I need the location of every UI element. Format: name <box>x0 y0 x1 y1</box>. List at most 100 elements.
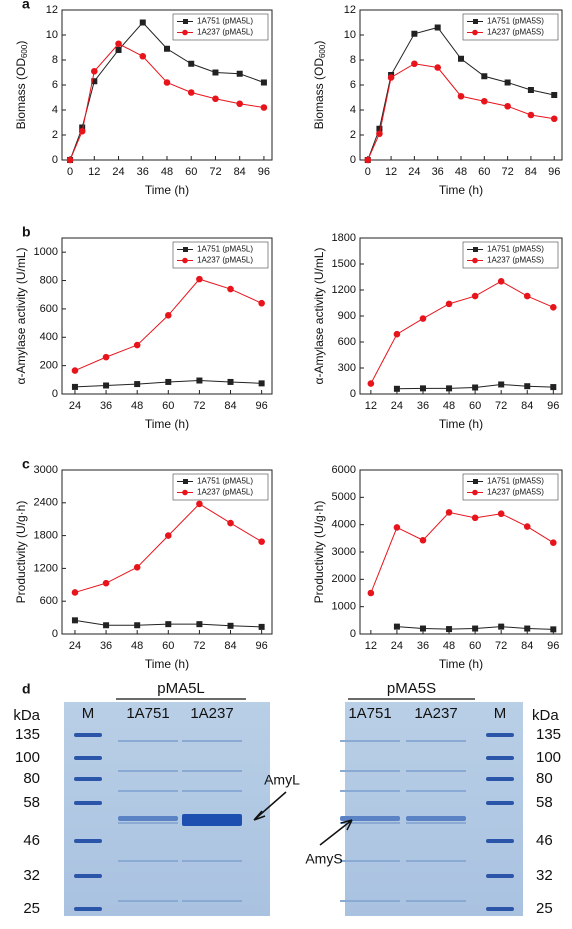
y-tick-label: 5000 <box>332 491 356 503</box>
x-tick-label: 48 <box>443 400 455 412</box>
data-point <box>524 625 531 632</box>
y-tick-label: 3000 <box>34 464 58 476</box>
x-axis-label: Time (h) <box>439 417 483 431</box>
y-tick-label: 1000 <box>332 601 356 613</box>
x-tick-label: 48 <box>455 166 467 178</box>
legend-label: 1A751 (pMA5S) <box>487 17 544 26</box>
data-point <box>446 385 453 392</box>
faint-band <box>406 900 466 902</box>
y-tick-label: 600 <box>40 595 58 607</box>
data-point <box>134 622 141 629</box>
y-tick-label: 600 <box>338 336 356 348</box>
data-point <box>71 367 79 374</box>
legend-marker <box>183 19 188 24</box>
x-tick-label: 84 <box>224 640 236 652</box>
faint-band <box>118 822 178 824</box>
legend-box <box>172 13 269 41</box>
data-point <box>102 353 110 361</box>
marker-band <box>486 733 514 737</box>
x-tick-label: 60 <box>469 640 481 652</box>
marker-band <box>486 874 514 878</box>
data-point <box>115 47 122 53</box>
annotation-arrow <box>253 791 287 821</box>
y-tick-label: 0 <box>350 388 356 400</box>
data-point <box>524 383 531 390</box>
data-point <box>139 52 147 60</box>
data-point <box>139 19 146 26</box>
y-axis-label-part: Productivity (U/g·h) <box>14 501 28 604</box>
gel-image <box>345 702 523 916</box>
x-tick-label: 12 <box>385 166 397 178</box>
data-point <box>504 102 511 110</box>
gel-image <box>64 702 270 916</box>
y-tick-label: 8 <box>52 54 58 66</box>
data-point <box>91 67 98 75</box>
faint-band <box>118 900 178 902</box>
legend-marker <box>473 247 478 252</box>
data-point <box>164 311 172 319</box>
data-point <box>165 621 172 628</box>
size-label: 58 <box>23 794 40 811</box>
x-axis-label: Time (h) <box>145 657 189 671</box>
x-tick-label: 72 <box>495 640 507 652</box>
unit-label: kDa <box>13 707 40 724</box>
x-tick-label: 84 <box>224 400 236 412</box>
x-tick-label: 96 <box>548 166 560 178</box>
faint-band <box>182 860 242 862</box>
size-label: 32 <box>23 867 40 884</box>
legend-label: 1A237 (pMA5L) <box>197 28 253 37</box>
x-tick-label: 96 <box>256 400 268 412</box>
data-point <box>550 384 557 391</box>
x-tick-label: 72 <box>193 400 205 412</box>
panel-label: d <box>22 681 31 697</box>
data-point <box>260 104 268 111</box>
y-tick-label: 300 <box>338 362 356 374</box>
faint-band <box>406 770 466 772</box>
faint-band <box>182 740 242 742</box>
faint-band <box>340 822 400 824</box>
y-tick-label: 200 <box>40 360 58 372</box>
legend-marker <box>473 479 478 484</box>
main-band <box>118 816 178 821</box>
data-point <box>133 564 141 571</box>
size-label: 46 <box>536 832 553 849</box>
x-tick-label: 48 <box>131 400 143 412</box>
faint-band <box>182 790 242 792</box>
lane-label: M <box>82 705 95 722</box>
size-label: 100 <box>15 749 40 766</box>
faint-band <box>182 770 242 772</box>
faint-band <box>406 822 466 824</box>
x-tick-label: 96 <box>258 166 270 178</box>
y-tick-label: 400 <box>40 331 58 343</box>
x-tick-label: 84 <box>521 400 533 412</box>
data-point <box>419 625 426 632</box>
series-line <box>367 63 555 161</box>
data-point <box>188 60 195 67</box>
data-point <box>550 539 557 547</box>
y-tick-label: 1800 <box>34 530 58 542</box>
legend-box <box>172 241 269 269</box>
x-tick-label: 72 <box>501 166 513 178</box>
y-tick-label: 1200 <box>34 562 58 574</box>
data-point <box>472 625 479 632</box>
unit-label: kDa <box>532 707 559 724</box>
data-point <box>434 64 441 71</box>
marker-band <box>486 907 514 911</box>
faint-band <box>340 900 400 902</box>
y-tick-label: 10 <box>344 29 356 41</box>
marker-band <box>74 777 102 781</box>
legend-label: 1A237 (pMA5S) <box>487 28 544 37</box>
annotation: AmyL <box>264 772 300 788</box>
y-tick-label: 1500 <box>332 258 356 270</box>
x-tick-label: 0 <box>365 166 371 178</box>
data-point <box>419 536 427 544</box>
lane-label: 1A237 <box>414 705 457 722</box>
size-label: 46 <box>23 832 40 849</box>
data-point <box>163 79 171 86</box>
data-point <box>387 74 395 81</box>
legend-marker <box>472 29 478 36</box>
x-tick-label: 24 <box>408 166 420 178</box>
data-point <box>472 384 479 391</box>
data-point <box>471 514 479 522</box>
